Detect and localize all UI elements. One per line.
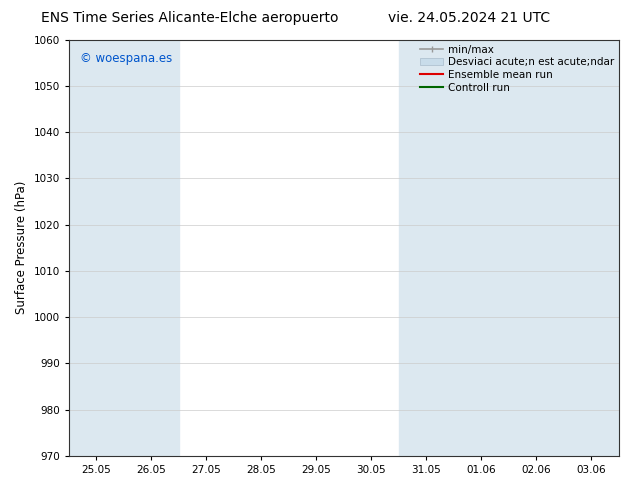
Bar bbox=[564, 40, 619, 456]
Y-axis label: Surface Pressure (hPa): Surface Pressure (hPa) bbox=[15, 181, 28, 315]
Bar bbox=[69, 40, 124, 456]
Bar bbox=[509, 40, 564, 456]
Bar bbox=[124, 40, 179, 456]
Bar bbox=[454, 40, 509, 456]
Text: vie. 24.05.2024 21 UTC: vie. 24.05.2024 21 UTC bbox=[388, 11, 550, 25]
Bar bbox=[399, 40, 454, 456]
Text: ENS Time Series Alicante-Elche aeropuerto: ENS Time Series Alicante-Elche aeropuert… bbox=[41, 11, 339, 25]
Legend: min/max, Desviaci acute;n est acute;ndar, Ensemble mean run, Controll run: min/max, Desviaci acute;n est acute;ndar… bbox=[418, 43, 616, 95]
Text: © woespana.es: © woespana.es bbox=[80, 52, 172, 65]
